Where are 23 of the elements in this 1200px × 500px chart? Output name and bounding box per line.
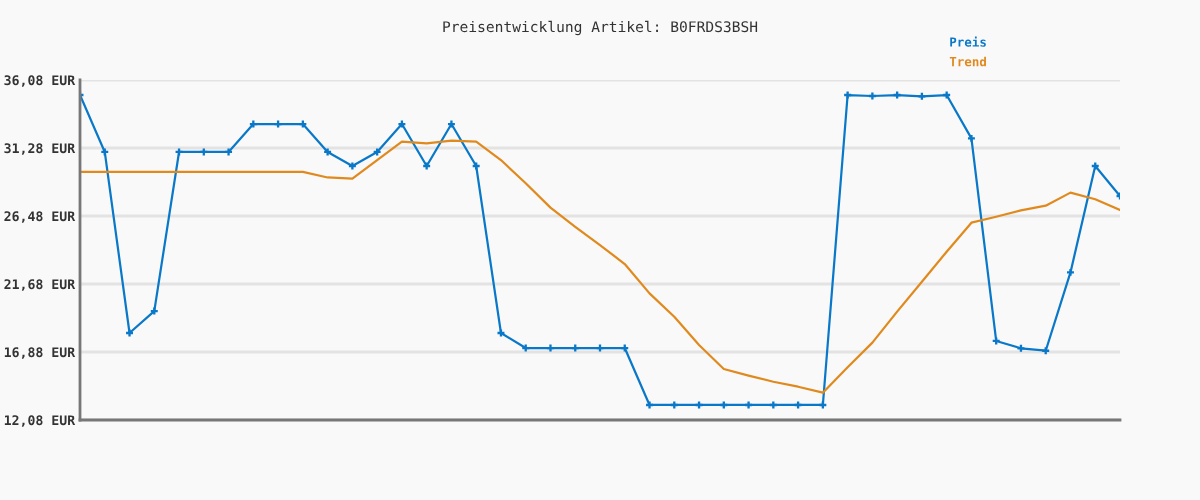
y-tick-label: 12,08 EUR	[4, 415, 76, 427]
text: Trend	[949, 56, 986, 67]
point	[1067, 268, 1074, 276]
point	[646, 401, 653, 409]
line-series	[80, 91, 1120, 409]
point	[126, 329, 133, 337]
point	[348, 162, 356, 170]
point	[225, 148, 233, 156]
y-tick-label: 21,68 EUR	[4, 279, 76, 291]
point	[447, 120, 455, 128]
point	[745, 401, 753, 409]
text: Preis	[950, 36, 986, 47]
line-series	[80, 139, 1120, 394]
point	[324, 148, 332, 156]
chart-title: Preisentwicklung Artikel: B0FRDS3BSH	[443, 20, 758, 36]
point	[844, 91, 852, 99]
y-tick-label: 26,48 EUR	[4, 211, 76, 223]
y-tick-label: 16,88 EUR	[4, 347, 76, 359]
point	[547, 344, 554, 352]
point	[868, 92, 876, 100]
y-tick-label: 31,28 EUR	[4, 143, 76, 155]
point	[967, 134, 975, 142]
y-tick-label: 36,08 EUR	[4, 75, 76, 87]
